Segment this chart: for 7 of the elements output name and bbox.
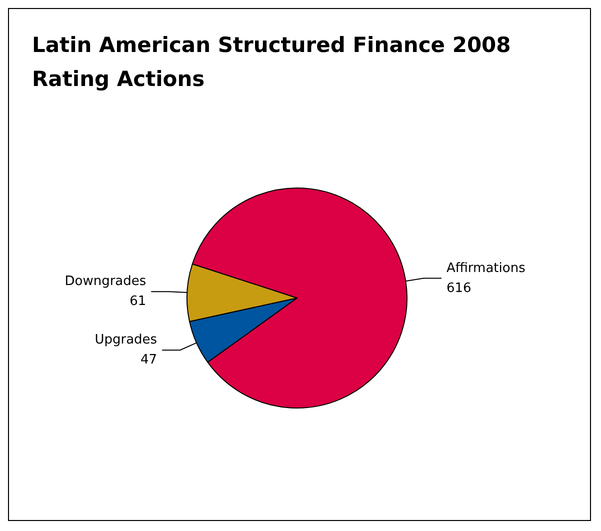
data-label: 616	[446, 280, 472, 296]
data-label: 61	[130, 294, 146, 310]
slice-label: Upgrades	[94, 332, 158, 348]
slice-label: Affirmations	[446, 260, 526, 276]
slice-label: Downgrades	[64, 274, 146, 290]
data-label: 47	[140, 352, 158, 368]
chart-title: Latin American Structured Finance 2008 Rating Actions	[32, 33, 511, 91]
